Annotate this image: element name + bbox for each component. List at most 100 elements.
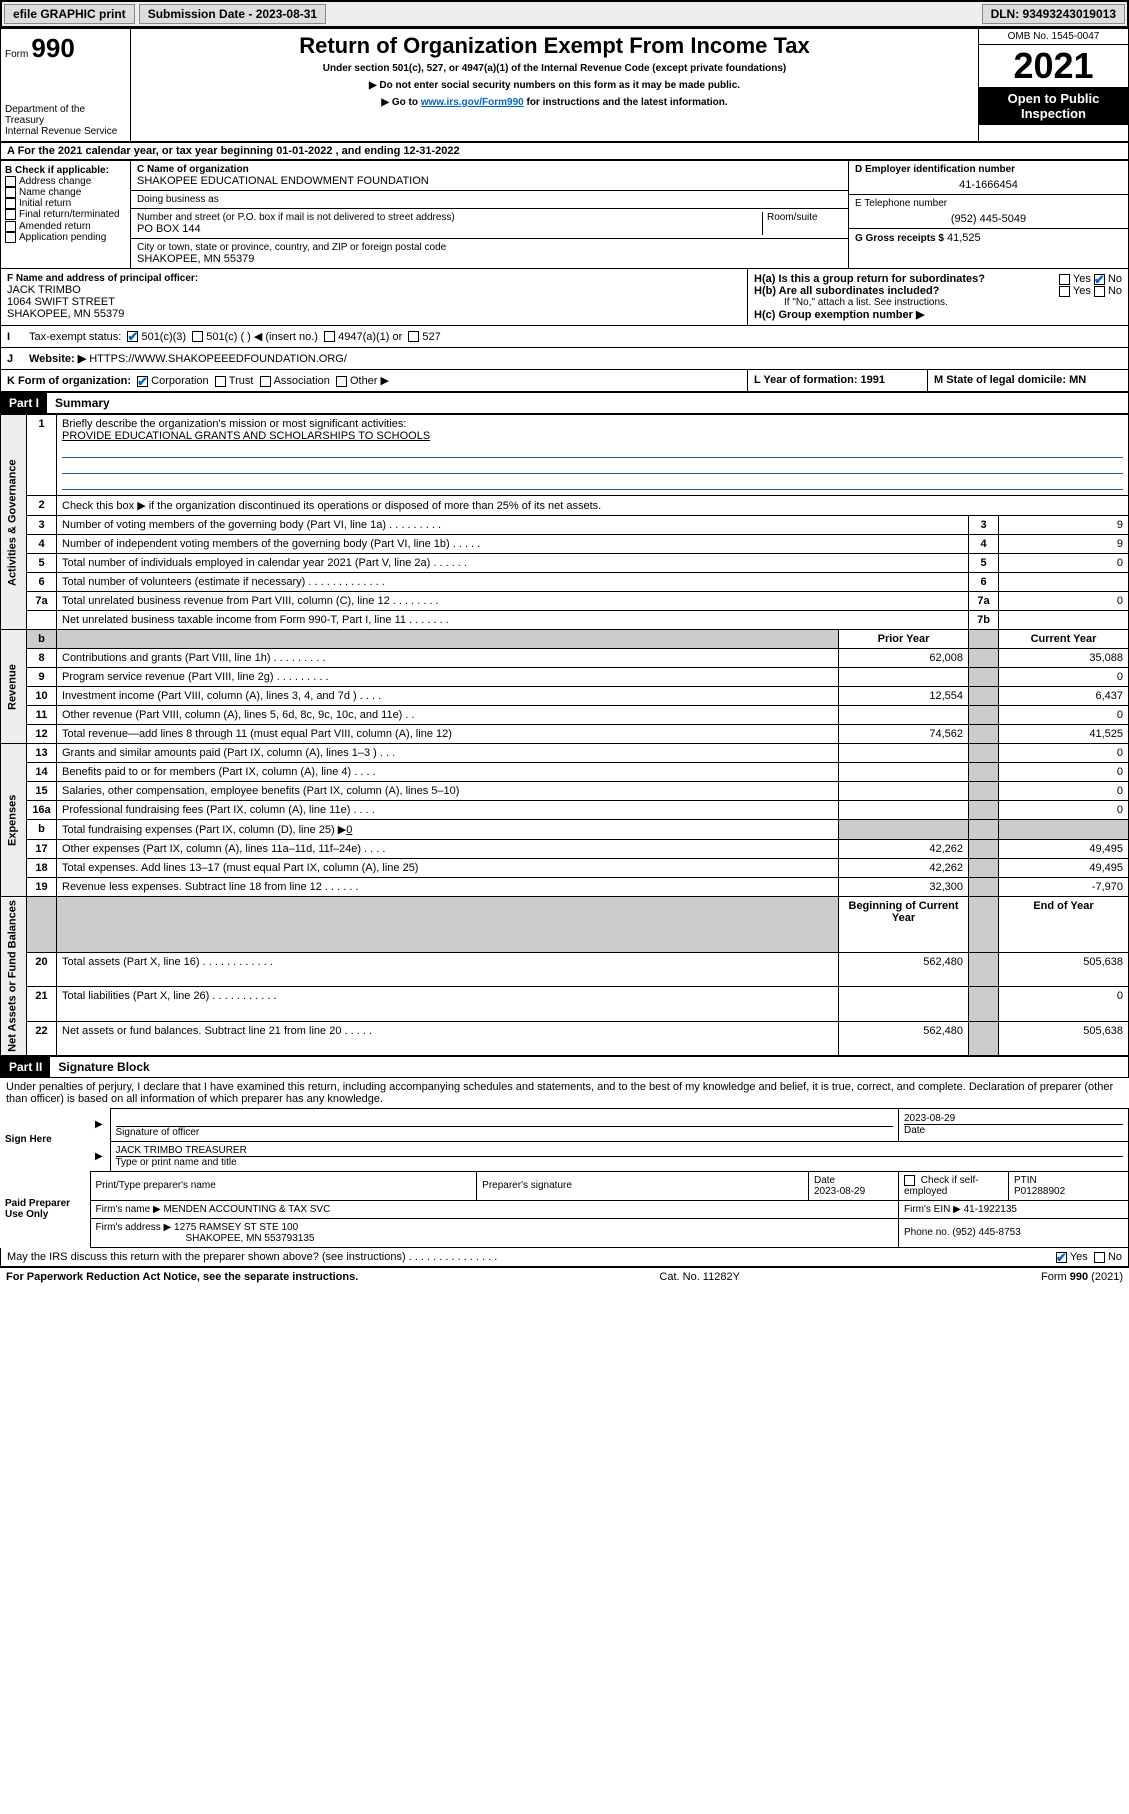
ha-label: H(a) Is this a group return for subordin… bbox=[754, 273, 1122, 285]
row-i: I Tax-exempt status: 501(c)(3) 501(c) ( … bbox=[0, 326, 1129, 348]
phone-value: (952) 445-5049 bbox=[855, 213, 1122, 225]
val-7b bbox=[999, 611, 1129, 630]
checkbox-initial-return[interactable] bbox=[5, 198, 16, 209]
k-other-checkbox[interactable] bbox=[336, 376, 347, 387]
row-klm: K Form of organization: Corporation Trus… bbox=[0, 370, 1129, 392]
e-phone-label: E Telephone number bbox=[855, 198, 1122, 209]
val-5: 0 bbox=[999, 554, 1129, 573]
checkbox-address-change[interactable] bbox=[5, 176, 16, 187]
ptin-value: P01288902 bbox=[1014, 1186, 1065, 1197]
sidelabel-revenue: Revenue bbox=[1, 630, 27, 744]
firm-addr2: SHAKOPEE, MN 553793135 bbox=[186, 1233, 315, 1244]
ein-value: 41-1666454 bbox=[855, 179, 1122, 191]
footer-left: For Paperwork Reduction Act Notice, see … bbox=[6, 1271, 358, 1283]
addr-label: Number and street (or P.O. box if mail i… bbox=[137, 212, 762, 223]
note-link: ▶ Go to www.irs.gov/Form990 for instruct… bbox=[135, 97, 974, 108]
efile-print-button[interactable]: efile GRAPHIC print bbox=[4, 4, 135, 24]
submission-date-button[interactable]: Submission Date - 2023-08-31 bbox=[139, 4, 326, 24]
firm-addr1: 1275 RAMSEY ST STE 100 bbox=[174, 1222, 298, 1233]
firm-name: MENDEN ACCOUNTING & TAX SVC bbox=[163, 1204, 330, 1215]
part2-header: Part II Signature Block bbox=[0, 1056, 1129, 1078]
may-irs-discuss: May the IRS discuss this return with the… bbox=[0, 1248, 1129, 1267]
perjury-declaration: Under penalties of perjury, I declare th… bbox=[0, 1078, 1129, 1108]
dept-label: Department of the Treasury bbox=[5, 104, 126, 126]
checkbox-amended[interactable] bbox=[5, 221, 16, 232]
sign-here-label: Sign Here bbox=[0, 1108, 90, 1171]
officer-name: JACK TRIMBO bbox=[7, 284, 741, 296]
c-name-label: C Name of organization bbox=[137, 164, 842, 175]
part1-header: Part I Summary bbox=[0, 392, 1129, 414]
g-receipts-label: G Gross receipts $ bbox=[855, 233, 944, 244]
sidelabel-governance: Activities & Governance bbox=[1, 415, 27, 630]
self-employed-checkbox[interactable] bbox=[904, 1175, 915, 1186]
i-501c3-checkbox[interactable] bbox=[127, 331, 138, 342]
section-f-h: F Name and address of principal officer:… bbox=[0, 269, 1129, 326]
k-corp-checkbox[interactable] bbox=[137, 376, 148, 387]
checkbox-application-pending[interactable] bbox=[5, 232, 16, 243]
org-address: PO BOX 144 bbox=[137, 223, 762, 235]
dln-label: DLN: 93493243019013 bbox=[982, 4, 1125, 24]
i-501c-checkbox[interactable] bbox=[192, 331, 203, 342]
val-3: 9 bbox=[999, 516, 1129, 535]
tax-year: 2021 bbox=[979, 45, 1128, 87]
irs-link[interactable]: www.irs.gov/Form990 bbox=[421, 97, 524, 108]
hb-yes-checkbox[interactable] bbox=[1059, 286, 1070, 297]
l-year: L Year of formation: 1991 bbox=[748, 370, 928, 391]
paid-preparer-label: Paid Preparer Use Only bbox=[0, 1171, 90, 1247]
discuss-yes-checkbox[interactable] bbox=[1056, 1252, 1067, 1263]
form-label: Form bbox=[5, 49, 28, 60]
top-bar: efile GRAPHIC print Submission Date - 20… bbox=[0, 0, 1129, 28]
dba-label: Doing business as bbox=[137, 194, 842, 205]
c8: 35,088 bbox=[999, 649, 1129, 668]
d-ein-label: D Employer identification number bbox=[855, 164, 1122, 175]
officer-addr1: 1064 SWIFT STREET bbox=[7, 296, 741, 308]
val-6 bbox=[999, 573, 1129, 592]
hb-no-checkbox[interactable] bbox=[1094, 286, 1105, 297]
org-name: SHAKOPEE EDUCATIONAL ENDOWMENT FOUNDATIO… bbox=[137, 175, 842, 187]
i-527-checkbox[interactable] bbox=[408, 331, 419, 342]
discuss-no-checkbox[interactable] bbox=[1094, 1252, 1105, 1263]
val-7a: 0 bbox=[999, 592, 1129, 611]
k-trust-checkbox[interactable] bbox=[215, 376, 226, 387]
sidelabel-expenses: Expenses bbox=[1, 744, 27, 897]
p10: 12,554 bbox=[839, 687, 969, 706]
c9: 0 bbox=[999, 668, 1129, 687]
p9 bbox=[839, 668, 969, 687]
footer-mid: Cat. No. 11282Y bbox=[659, 1271, 740, 1283]
i-4947-checkbox[interactable] bbox=[324, 331, 335, 342]
hb-note: If "No," attach a list. See instructions… bbox=[754, 297, 1122, 308]
room-label: Room/suite bbox=[762, 212, 842, 235]
officer-name-title: JACK TRIMBO TREASURER bbox=[116, 1145, 1124, 1156]
row-a-tax-year: A For the 2021 calendar year, or tax yea… bbox=[0, 142, 1129, 160]
summary-table: Activities & Governance 1 Briefly descri… bbox=[0, 414, 1129, 1056]
irs-label: Internal Revenue Service bbox=[5, 126, 126, 137]
city-label: City or town, state or province, country… bbox=[137, 242, 842, 253]
gross-receipts-value: 41,525 bbox=[947, 232, 981, 244]
footer-right: Form 990 (2021) bbox=[1041, 1271, 1123, 1283]
b-label: B Check if applicable: bbox=[5, 165, 126, 176]
c11: 0 bbox=[999, 706, 1129, 725]
ha-yes-checkbox[interactable] bbox=[1059, 274, 1070, 285]
prep-date: 2023-08-29 bbox=[814, 1186, 865, 1197]
firm-phone: (952) 445-8753 bbox=[952, 1227, 1020, 1238]
officer-addr2: SHAKOPEE, MN 55379 bbox=[7, 308, 741, 320]
ha-no-checkbox[interactable] bbox=[1094, 274, 1105, 285]
p11 bbox=[839, 706, 969, 725]
note-ssn: ▶ Do not enter social security numbers o… bbox=[135, 80, 974, 91]
c12: 41,525 bbox=[999, 725, 1129, 744]
checkbox-final-return[interactable] bbox=[5, 209, 16, 220]
sig-date: 2023-08-29 bbox=[904, 1113, 1123, 1124]
row-j: J Website: ▶ HTTPS://WWW.SHAKOPEEEDFOUND… bbox=[0, 348, 1129, 370]
c10: 6,437 bbox=[999, 687, 1129, 706]
section-b-c-d: B Check if applicable: Address change Na… bbox=[0, 160, 1129, 269]
checkbox-name-change[interactable] bbox=[5, 187, 16, 198]
sidelabel-net-assets: Net Assets or Fund Balances bbox=[1, 897, 27, 1056]
f-label: F Name and address of principal officer: bbox=[7, 273, 741, 284]
org-city: SHAKOPEE, MN 55379 bbox=[137, 253, 842, 265]
hb-label: H(b) Are all subordinates included? Yes … bbox=[754, 285, 1122, 297]
form-number: 990 bbox=[31, 33, 74, 63]
k-assoc-checkbox[interactable] bbox=[260, 376, 271, 387]
m-domicile: M State of legal domicile: MN bbox=[928, 370, 1128, 391]
p8: 62,008 bbox=[839, 649, 969, 668]
page-footer: For Paperwork Reduction Act Notice, see … bbox=[0, 1267, 1129, 1286]
